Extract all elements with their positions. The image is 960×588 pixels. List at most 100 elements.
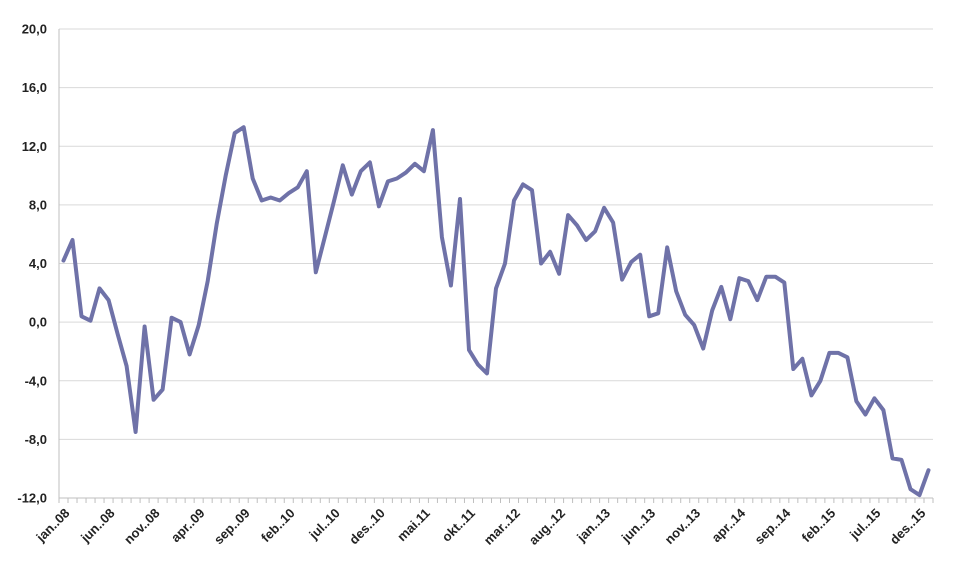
data-point: [386, 179, 390, 183]
data-point: [908, 487, 912, 491]
data-point: [71, 238, 75, 242]
x-tick-label: feb..15: [799, 505, 839, 545]
data-point: [890, 456, 894, 460]
data-point: [116, 332, 120, 336]
data-point: [827, 351, 831, 355]
data-point: [377, 204, 381, 208]
data-point: [62, 259, 66, 263]
data-point: [404, 171, 408, 175]
data-point: [269, 196, 273, 200]
data-point: [584, 238, 588, 242]
data-point: [107, 298, 111, 302]
data-point: [458, 197, 462, 201]
data-point: [845, 355, 849, 359]
x-axis: jan..08 jun..08 nov..08 apr..09 sep..09 feb..…: [33, 497, 934, 548]
y-tick-label: 8,0: [29, 197, 47, 212]
y-axis: 20,0 16,0 12,0 8,0 4,0 0,0 -4,0 -8,0 -12,0: [17, 22, 60, 506]
data-point: [260, 198, 264, 202]
x-tick-label: jan..13: [573, 505, 613, 545]
data-point: [296, 185, 300, 189]
data-point: [206, 279, 210, 283]
data-point: [800, 357, 804, 361]
data-point: [224, 174, 228, 178]
data-point: [98, 286, 102, 290]
data-point: [764, 275, 768, 279]
data-point: [341, 163, 345, 167]
data-point: [242, 125, 246, 129]
data-point: [791, 367, 795, 371]
x-tick-label: jun..13: [618, 505, 658, 545]
data-point: [674, 289, 678, 293]
y-tick-label: 16,0: [22, 80, 47, 95]
data-point: [179, 320, 183, 324]
x-tick-label: jul..10: [305, 505, 342, 542]
y-tick-label: 20,0: [22, 22, 47, 37]
data-point: [476, 363, 480, 367]
x-tick-label: sep..09: [211, 505, 253, 547]
data-point: [530, 188, 534, 192]
data-point: [683, 313, 687, 317]
data-point: [854, 399, 858, 403]
data-point: [350, 193, 354, 197]
data-point: [305, 169, 309, 173]
data-point: [161, 388, 165, 392]
data-point: [197, 323, 201, 327]
data-point: [755, 298, 759, 302]
x-tick-label: nov..13: [662, 505, 704, 547]
data-point: [413, 162, 417, 166]
data-point: [566, 213, 570, 217]
data-point: [368, 160, 372, 164]
data-point: [647, 314, 651, 318]
y-tick-label: -4,0: [25, 373, 47, 388]
data-point: [773, 275, 777, 279]
data-point: [467, 348, 471, 352]
x-tick-label: apr..09: [168, 505, 208, 545]
data-point: [548, 250, 552, 254]
x-tick-label: nov..08: [121, 505, 163, 547]
y-tick-label: -12,0: [17, 491, 47, 506]
series-group: [61, 125, 931, 498]
data-point: [917, 493, 921, 497]
data-point: [665, 245, 669, 249]
data-point: [494, 286, 498, 290]
data-point: [728, 317, 732, 321]
data-point: [134, 430, 138, 434]
data-point: [746, 279, 750, 283]
data-point: [836, 351, 840, 355]
data-point: [863, 412, 867, 416]
x-tick-label: apr..14: [709, 505, 749, 545]
data-point: [395, 176, 399, 180]
data-point: [926, 468, 930, 472]
data-point: [899, 458, 903, 462]
data-point: [872, 396, 876, 400]
data-point: [188, 352, 192, 356]
data-point: [656, 311, 660, 315]
data-point: [323, 235, 327, 239]
x-tick-label: mai.11: [394, 505, 433, 544]
data-point: [125, 364, 129, 368]
data-point: [215, 222, 219, 226]
data-point: [449, 283, 453, 287]
data-point: [251, 176, 255, 180]
data-point: [485, 371, 489, 375]
x-tick-label: aug..12: [526, 505, 568, 547]
data-point: [233, 131, 237, 135]
data-point: [638, 253, 642, 257]
data-point: [611, 220, 615, 224]
data-point: [620, 278, 624, 282]
data-point: [422, 169, 426, 173]
data-point: [152, 398, 156, 402]
data-point: [287, 191, 291, 195]
data-point: [431, 128, 435, 132]
x-tick-label: jul..15: [846, 505, 883, 542]
x-tick-label: jan..08: [33, 505, 73, 545]
data-point: [314, 270, 318, 274]
data-point: [89, 319, 93, 323]
data-point: [170, 316, 174, 320]
data-point: [278, 198, 282, 202]
data-point: [809, 393, 813, 397]
data-point: [557, 272, 561, 276]
data-point: [575, 223, 579, 227]
data-point: [143, 325, 147, 329]
